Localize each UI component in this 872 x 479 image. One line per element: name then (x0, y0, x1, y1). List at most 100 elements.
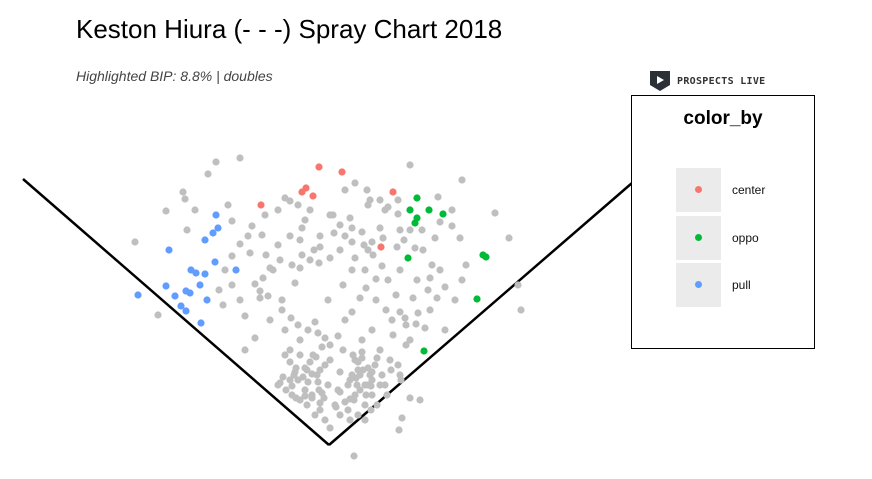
right-foul-line (328, 182, 633, 446)
background-point (394, 361, 402, 369)
background-point (308, 394, 316, 402)
background-point (434, 193, 442, 201)
background-point (326, 254, 334, 262)
background-point (336, 411, 344, 419)
background-point (354, 358, 362, 366)
legend-label-oppo: oppo (732, 231, 759, 245)
background-point (353, 381, 361, 389)
background-point (251, 280, 259, 288)
background-point (274, 241, 282, 249)
background-point (376, 346, 384, 354)
highlighted-points (134, 163, 490, 355)
background-point (294, 201, 302, 209)
center-point (315, 163, 323, 171)
background-point (228, 281, 236, 289)
background-point (246, 249, 254, 257)
background-point (321, 361, 329, 369)
background-point (276, 379, 284, 387)
background-point (491, 209, 499, 217)
background-point (376, 196, 384, 204)
background-point (236, 240, 244, 248)
background-point (241, 312, 249, 320)
background-point (256, 294, 264, 302)
background-point (224, 201, 232, 209)
background-point (292, 394, 300, 402)
background-point (212, 158, 220, 166)
background-point (362, 284, 370, 292)
background-point (458, 276, 466, 284)
legend: color_by center oppo pull (631, 95, 815, 349)
background-point (281, 194, 289, 202)
background-point (313, 371, 321, 379)
background-point (396, 308, 404, 316)
background-point (248, 222, 256, 230)
pull-point (134, 291, 142, 299)
background-point (191, 206, 199, 214)
chart-subtitle: Highlighted BIP: 8.8% | doubles (76, 68, 273, 84)
background-point (282, 386, 290, 394)
background-point (426, 274, 434, 282)
background-point (281, 351, 289, 359)
background-point (367, 406, 375, 414)
background-point (296, 351, 304, 359)
pull-point (232, 266, 240, 274)
play-badge-icon (650, 71, 670, 91)
background-point (290, 371, 298, 379)
legend-key (676, 263, 721, 307)
logo-text: PROSPECTS LIVE (677, 75, 766, 87)
background-point (517, 306, 525, 314)
background-point (316, 243, 324, 251)
pull-point (212, 211, 220, 219)
background-point (326, 356, 334, 364)
background-point (379, 234, 387, 242)
background-point (324, 296, 332, 304)
background-point (426, 306, 434, 314)
background-point (219, 301, 227, 309)
background-point (448, 222, 456, 230)
background-point (383, 391, 391, 399)
background-point (382, 306, 390, 314)
background-point (292, 364, 300, 372)
background-point (451, 296, 459, 304)
background-point (266, 264, 274, 272)
background-point (384, 276, 392, 284)
background-point (304, 326, 312, 334)
background-point (369, 251, 377, 259)
background-point (349, 351, 357, 359)
prospects-live-logo: PROSPECTS LIVE (649, 70, 766, 92)
background-point (221, 266, 229, 274)
background-point (281, 326, 289, 334)
background-point (301, 386, 309, 394)
background-point (348, 238, 356, 246)
left-foul-line (22, 178, 330, 446)
background-point (346, 214, 354, 222)
background-point (314, 378, 322, 386)
background-point (378, 262, 386, 270)
background-point (373, 354, 381, 362)
background-point (278, 306, 286, 314)
background-point (372, 275, 380, 283)
background-point (358, 336, 366, 344)
background-point (286, 346, 294, 354)
background-point (356, 294, 364, 302)
background-point (354, 411, 362, 419)
background-point (359, 366, 367, 374)
background-point (264, 292, 272, 300)
background-point (411, 244, 419, 252)
background-point (303, 401, 311, 409)
background-point (321, 416, 329, 424)
legend-key (676, 168, 721, 212)
background-point (306, 256, 314, 264)
background-point (330, 229, 338, 237)
center-point (257, 201, 265, 209)
background-point (288, 261, 296, 269)
background-point (366, 196, 374, 204)
background-point (387, 366, 395, 374)
background-point (259, 274, 267, 282)
background-point (362, 391, 370, 399)
background-point (412, 320, 420, 328)
background-point (314, 329, 322, 337)
legend-title: color_by (683, 108, 763, 129)
background-point (334, 332, 342, 340)
background-point (154, 311, 162, 319)
